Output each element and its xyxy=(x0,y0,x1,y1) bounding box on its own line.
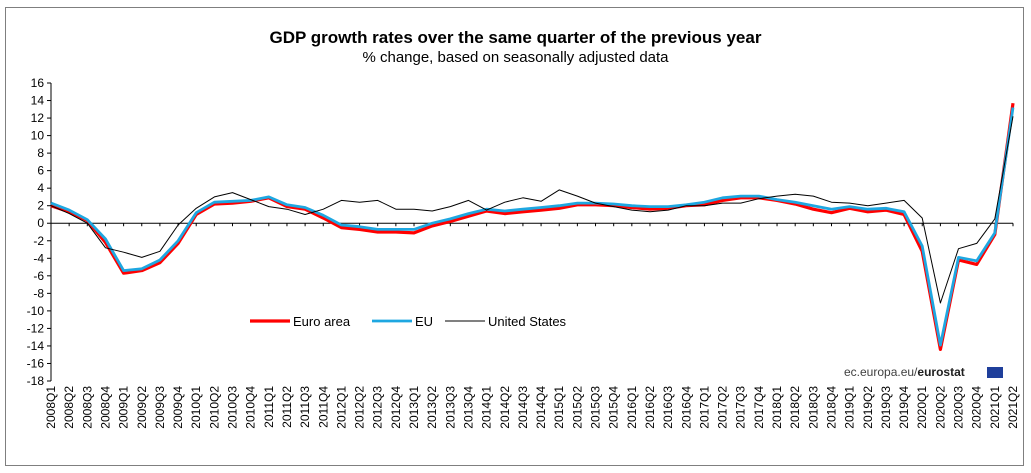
y-tick-label: -16 xyxy=(27,356,45,370)
series-line-euro-area xyxy=(50,102,1015,351)
x-tick-label: 2008Q2 xyxy=(62,386,76,429)
x-tick-label: 2010Q3 xyxy=(226,386,240,429)
x-tick-label: 2019Q3 xyxy=(879,386,893,429)
x-tick-label: 2016Q1 xyxy=(625,386,639,429)
x-tick-label: 2018Q3 xyxy=(806,386,820,429)
x-tick-label: 2019Q2 xyxy=(861,386,875,429)
x-tick-label: 2013Q1 xyxy=(407,386,421,429)
y-tick-label: 0 xyxy=(37,216,44,230)
y-tick-label: -14 xyxy=(27,339,45,353)
x-tick-label: 2010Q2 xyxy=(207,386,221,429)
y-tick-label: -8 xyxy=(33,286,44,300)
x-tick-label: 2017Q3 xyxy=(734,386,748,429)
x-tick-label: 2019Q4 xyxy=(897,386,911,429)
legend-label-euro-area: Euro area xyxy=(293,314,351,329)
x-tick-label: 2012Q2 xyxy=(353,386,367,429)
x-tick-label: 2008Q1 xyxy=(44,386,58,429)
x-tick-label: 2013Q2 xyxy=(425,386,439,429)
x-tick-label: 2009Q2 xyxy=(135,386,149,429)
source-brand: eurostat xyxy=(917,365,965,379)
x-tick-label: 2012Q1 xyxy=(334,386,348,429)
x-tick-label: 2009Q4 xyxy=(171,386,185,429)
x-tick-label: 2017Q2 xyxy=(716,386,730,429)
y-tick-label: 14 xyxy=(31,94,45,108)
y-tick-label: 4 xyxy=(37,181,44,195)
x-tick-label: 2017Q1 xyxy=(697,386,711,429)
x-tick-label: 2016Q3 xyxy=(661,386,675,429)
y-tick-label: -18 xyxy=(27,374,45,388)
x-tick-label: 2015Q2 xyxy=(570,386,584,429)
x-tick-label: 2009Q3 xyxy=(153,386,167,429)
series-line-eu xyxy=(50,107,1015,347)
source-attribution: ec.europa.eu/eurostat xyxy=(844,365,965,379)
y-tick-label: -12 xyxy=(27,321,45,335)
x-tick-label: 2013Q4 xyxy=(461,386,475,429)
x-tick-label: 2011Q3 xyxy=(298,386,312,428)
x-tick-label: 2018Q2 xyxy=(788,386,802,429)
x-tick-label: 2018Q4 xyxy=(824,386,838,429)
x-tick-label: 2016Q2 xyxy=(643,386,657,429)
x-tick-label: 2008Q3 xyxy=(80,386,94,429)
x-tick-label: 2010Q4 xyxy=(244,386,258,429)
x-tick-label: 2016Q4 xyxy=(679,386,693,429)
x-tick-label: 2012Q4 xyxy=(389,386,403,429)
x-tick-label: 2014Q2 xyxy=(498,386,512,429)
y-tick-label: 10 xyxy=(31,129,45,143)
x-tick-label: 2020Q4 xyxy=(970,386,984,429)
x-tick-label: 2018Q1 xyxy=(770,386,784,429)
chart-frame xyxy=(5,7,1024,466)
x-tick-label: 2014Q3 xyxy=(516,386,530,429)
x-tick-label: 2015Q3 xyxy=(589,386,603,429)
x-tick-label: 2014Q4 xyxy=(534,386,548,429)
x-tick-label: 2021Q1 xyxy=(988,386,1002,429)
y-tick-label: 16 xyxy=(31,76,45,90)
x-tick-label: 2019Q1 xyxy=(843,386,857,429)
x-tick-label: 2011Q2 xyxy=(280,386,294,428)
y-tick-label: 12 xyxy=(31,111,45,125)
y-tick-label: -4 xyxy=(33,251,44,265)
x-tick-label: 2017Q4 xyxy=(752,386,766,429)
x-tick-label: 2011Q1 xyxy=(262,386,276,428)
series-line-united-states xyxy=(50,116,1014,304)
x-tick-label: 2020Q2 xyxy=(933,386,947,429)
chart-subtitle: % change, based on seasonally adjusted d… xyxy=(362,49,669,66)
legend-label-united-states: United States xyxy=(488,314,567,329)
x-tick-label: 2015Q4 xyxy=(607,386,621,429)
x-tick-label: 2015Q1 xyxy=(552,386,566,429)
y-tick-label: -2 xyxy=(33,234,44,248)
x-tick-label: 2011Q4 xyxy=(316,386,330,428)
x-tick-label: 2014Q1 xyxy=(480,386,494,429)
x-tick-label: 2020Q1 xyxy=(915,386,929,429)
x-tick-label: 2009Q1 xyxy=(117,386,131,429)
x-tick-label: 2020Q3 xyxy=(952,386,966,429)
legend-label-eu: EU xyxy=(415,314,433,329)
x-tick-label: 2012Q3 xyxy=(371,386,385,429)
x-tick-label: 2013Q3 xyxy=(443,386,457,429)
y-tick-label: 8 xyxy=(37,146,44,160)
y-tick-label: -6 xyxy=(33,269,44,283)
chart-title: GDP growth rates over the same quarter o… xyxy=(269,28,762,47)
x-tick-label: 2021Q2 xyxy=(1006,386,1020,429)
x-tick-label: 2010Q1 xyxy=(189,386,203,429)
source-prefix: ec.europa.eu/ xyxy=(844,365,918,379)
eu-flag-icon xyxy=(987,367,1003,378)
y-tick-label: -10 xyxy=(27,304,45,318)
y-tick-label: 6 xyxy=(37,164,44,178)
y-tick-label: 2 xyxy=(37,199,44,213)
x-tick-label: 2008Q4 xyxy=(98,386,112,429)
